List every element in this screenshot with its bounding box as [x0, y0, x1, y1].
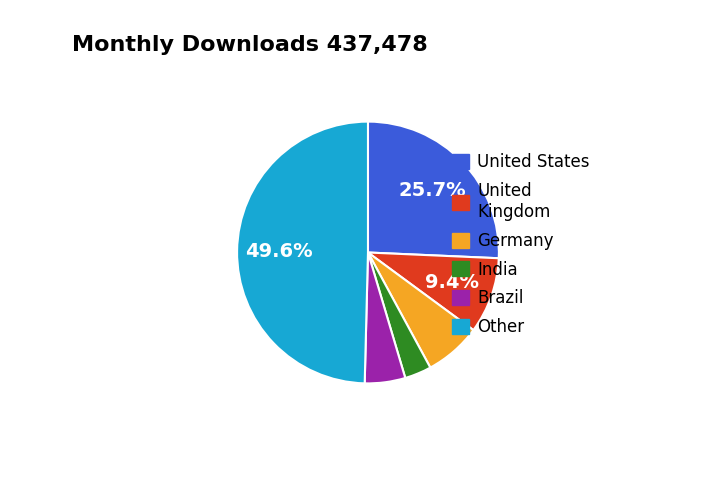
Wedge shape — [365, 252, 405, 384]
Wedge shape — [368, 122, 499, 258]
Text: 9.4%: 9.4% — [425, 272, 479, 291]
Wedge shape — [368, 252, 430, 378]
Wedge shape — [368, 252, 499, 330]
Wedge shape — [237, 122, 368, 384]
Text: Monthly Downloads 437,478: Monthly Downloads 437,478 — [72, 35, 427, 55]
Text: 25.7%: 25.7% — [398, 182, 466, 201]
Wedge shape — [368, 252, 473, 368]
Text: 49.6%: 49.6% — [245, 242, 313, 261]
Legend: United States, United
Kingdom, Germany, India, Brazil, Other: United States, United Kingdom, Germany, … — [446, 146, 597, 343]
